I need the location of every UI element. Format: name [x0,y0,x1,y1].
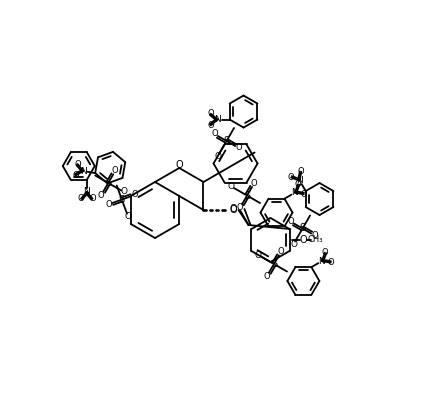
Text: N: N [318,257,325,266]
Text: O: O [74,160,81,168]
Text: O: O [72,171,79,180]
Text: O: O [120,188,127,196]
Text: O: O [176,160,183,170]
Text: O: O [132,190,139,199]
Text: S: S [299,223,306,233]
Text: O: O [228,182,235,191]
Text: CH₃: CH₃ [308,235,323,245]
Text: O: O [235,144,242,153]
Text: O: O [295,180,301,189]
Text: O: O [230,205,237,215]
Text: O: O [112,166,119,176]
Text: S: S [271,259,277,269]
Text: O: O [208,121,214,130]
Text: O: O [298,167,304,176]
Text: O: O [208,109,214,118]
Text: O: O [251,179,257,188]
Text: N: N [291,188,298,197]
Text: O: O [78,194,84,203]
Text: O: O [105,200,112,209]
Text: S: S [119,195,125,205]
Text: O: O [264,272,270,281]
Text: O: O [214,152,221,161]
Text: O: O [288,173,295,182]
Text: O: O [290,240,297,249]
Text: O: O [300,235,307,245]
Text: O: O [89,194,96,203]
Text: S: S [244,191,250,201]
Text: N: N [214,115,221,124]
Text: O: O [211,129,218,139]
Text: N: N [80,166,87,176]
Text: O: O [125,212,131,221]
Text: N: N [83,187,90,196]
Text: S: S [224,136,229,146]
Text: O: O [277,248,284,256]
Text: O: O [328,258,334,267]
Text: O: O [301,190,307,199]
Text: O: O [98,191,104,200]
Text: O: O [322,248,328,257]
Text: N: N [296,176,303,185]
Text: O: O [237,203,243,212]
Text: O: O [312,231,318,240]
Text: S: S [105,178,111,188]
Text: O: O [230,204,237,214]
Text: O: O [287,217,294,226]
Text: O: O [255,250,262,260]
